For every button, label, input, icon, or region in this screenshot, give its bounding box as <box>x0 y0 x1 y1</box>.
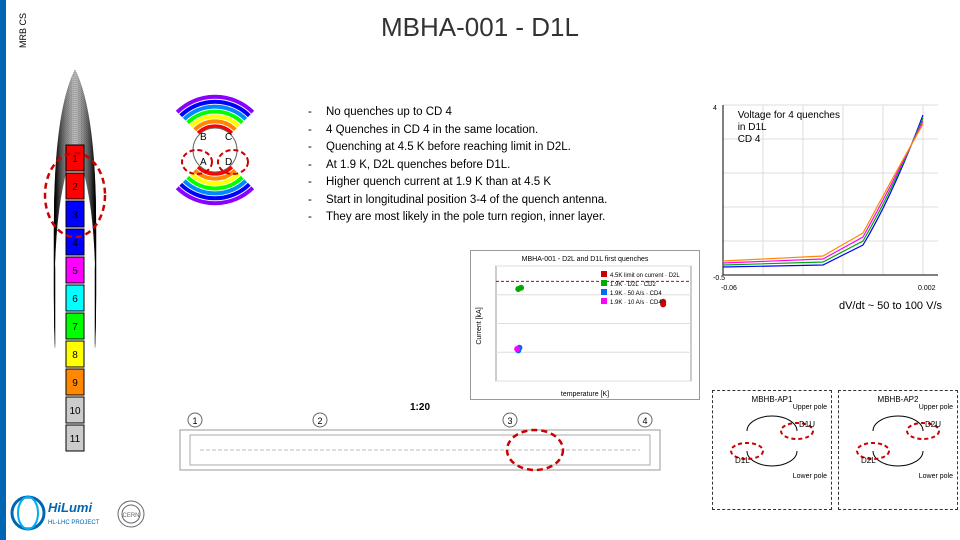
svg-text:1: 1 <box>72 154 78 165</box>
antenna-axis-label: MRB CS <box>18 13 28 48</box>
bullet-item: They are most likely in the pole turn re… <box>308 210 688 226</box>
dvdt-annotation: dV/dt ~ 50 to 100 V/s <box>839 300 942 312</box>
svg-text:1.9K · 50 A/s · CD4: 1.9K · 50 A/s · CD4 <box>610 291 662 297</box>
svg-text:-0.06: -0.06 <box>721 285 737 292</box>
bullet-item: 4 Quenches in CD 4 in the same location. <box>308 123 688 139</box>
svg-text:3: 3 <box>72 210 78 221</box>
svg-text:temperature [K]: temperature [K] <box>561 391 609 398</box>
quench-antenna-figure: 1 2 3 4 5 6 7 8 9 10 11 <box>30 60 130 490</box>
svg-text:2: 2 <box>317 416 322 426</box>
svg-text:1:20: 1:20 <box>410 402 430 413</box>
bullet-item: Higher quench current at 1.9 K than at 4… <box>308 175 688 191</box>
bullet-item: Quenching at 4.5 K before reaching limit… <box>308 140 688 156</box>
svg-text:6: 6 <box>72 294 78 305</box>
pole-diagrams: MBHB-AP1 Upper pole D1U D1L Lower pole M… <box>712 390 952 510</box>
svg-text:3: 3 <box>507 416 512 426</box>
svg-text:9: 9 <box>72 378 78 389</box>
technical-drawing: 1:20 1 2 3 4 <box>140 400 700 500</box>
svg-text:D: D <box>225 157 232 168</box>
svg-text:1.9K · 10 A/s · CD4: 1.9K · 10 A/s · CD4 <box>610 300 662 306</box>
svg-text:4: 4 <box>642 416 647 426</box>
svg-text:Current [kA]: Current [kA] <box>476 307 483 344</box>
svg-text:HiLumi: HiLumi <box>48 500 92 515</box>
svg-text:1.9K · D2L · CD2: 1.9K · D2L · CD2 <box>610 282 656 288</box>
svg-text:-0.5: -0.5 <box>713 275 725 282</box>
accent-stripe <box>0 0 6 540</box>
bullet-item: No quenches up to CD 4 <box>308 105 688 121</box>
cern-logo: CERN <box>115 498 147 530</box>
svg-text:8: 8 <box>72 350 78 361</box>
svg-text:4: 4 <box>713 105 717 112</box>
bullet-item: Start in longitudinal position 3-4 of th… <box>308 193 688 209</box>
svg-text:B: B <box>200 132 207 143</box>
svg-text:HL-LHC PROJECT: HL-LHC PROJECT <box>48 520 100 526</box>
pole-box-ap1: MBHB-AP1 Upper pole D1U D1L Lower pole <box>712 390 832 510</box>
svg-text:C: C <box>225 132 232 143</box>
svg-text:MBHA-001 - D2L and D1L first q: MBHA-001 - D2L and D1L first quenches <box>522 256 649 263</box>
pole-box-ap2: MBHB-AP2 Upper pole D2U D2L Lower pole <box>838 390 958 510</box>
page-title: MBHA-001 - D1L <box>0 12 960 43</box>
svg-text:0.002: 0.002 <box>918 285 936 292</box>
svg-text:5: 5 <box>72 266 78 277</box>
svg-text:7: 7 <box>72 322 78 333</box>
svg-text:D2L: D2L <box>861 456 876 465</box>
svg-text:CERN: CERN <box>122 513 139 519</box>
svg-text:1: 1 <box>192 416 197 426</box>
svg-text:D1L: D1L <box>735 456 750 465</box>
svg-text:D2U: D2U <box>925 420 941 429</box>
svg-text:4: 4 <box>72 238 78 249</box>
svg-text:10: 10 <box>69 406 81 417</box>
coil-cross-section: B C A D <box>145 90 285 210</box>
svg-text:4.5K limit on current · D2L: 4.5K limit on current · D2L <box>610 273 680 279</box>
antenna-svg: 1 2 3 4 5 6 7 8 9 10 11 <box>30 60 130 490</box>
svg-text:11: 11 <box>70 434 81 445</box>
bullet-item: At 1.9 K, D2L quenches before D1L. <box>308 158 688 174</box>
quench-current-scatter: MBHA-001 - D2L and D1L first quenches 4.5… <box>470 250 700 400</box>
svg-text:2: 2 <box>72 182 78 193</box>
svg-text:A: A <box>200 157 207 168</box>
findings-list: No quenches up to CD 4 4 Quenches in CD 4… <box>308 105 688 228</box>
svg-text:D1U: D1U <box>799 420 815 429</box>
hilumi-logo: HiLumi HL-LHC PROJECT <box>10 494 105 532</box>
voltage-plot-annotation: Voltage for 4 quenches in D1L CD 4 <box>738 110 840 146</box>
